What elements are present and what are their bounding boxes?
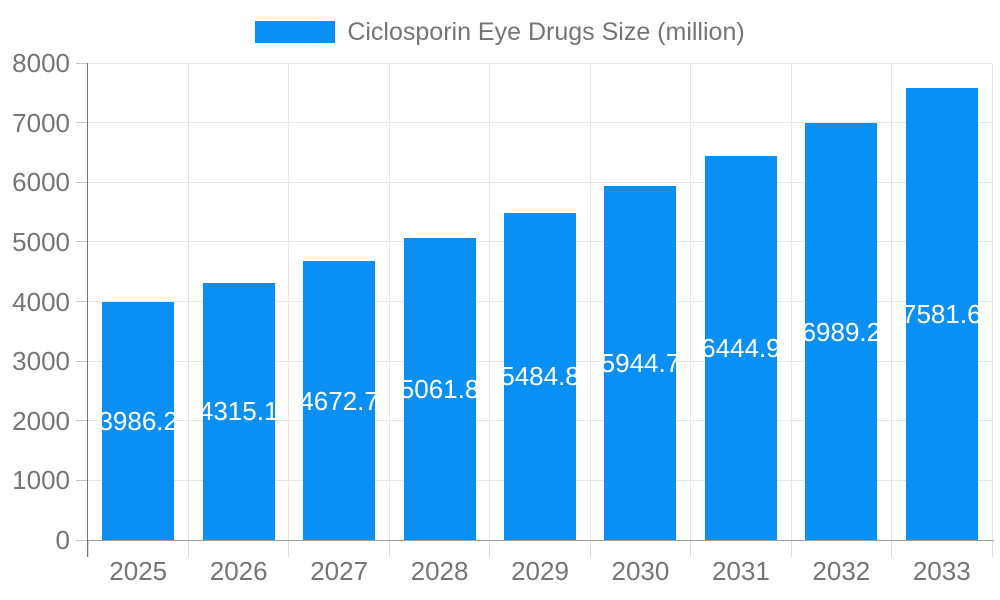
y-tick	[76, 360, 88, 362]
y-tick	[76, 122, 88, 124]
y-tick	[76, 301, 88, 302]
x-tick	[288, 541, 290, 557]
x-axis-label: 2025	[109, 556, 168, 586]
x-tick	[388, 541, 390, 557]
y-axis-label: 0	[55, 525, 70, 555]
gridline-h	[88, 181, 992, 183]
bar-2029[interactable]	[504, 212, 576, 540]
y-tick	[76, 62, 88, 64]
y-axis-label: 2000	[12, 405, 70, 436]
gridline-v	[187, 63, 189, 540]
bar-2032[interactable]	[805, 123, 878, 540]
bar-2025[interactable]	[102, 302, 175, 540]
gridline-h	[88, 62, 992, 64]
y-axis-label: 4000	[12, 286, 70, 317]
y-axis-label: 1000	[12, 465, 70, 496]
y-tick	[76, 420, 88, 422]
bar-2028[interactable]	[403, 238, 476, 540]
x-axis-label: 2028	[410, 556, 469, 586]
y-axis-label: 3000	[12, 346, 70, 377]
bar-value-label: 5061.8	[399, 374, 480, 405]
y-axis-label: 5000	[12, 226, 70, 257]
y-axis-line	[87, 63, 88, 557]
bar-value-label: 7581.6	[902, 298, 982, 329]
bar-value-label: 4315.1	[198, 396, 279, 427]
y-axis-label: 7000	[12, 107, 70, 138]
y-axis-label: 6000	[12, 167, 70, 198]
y-tick	[76, 539, 88, 541]
gridline-h	[88, 122, 992, 124]
x-tick	[489, 541, 491, 557]
x-axis-label: 2032	[812, 556, 871, 586]
gridline-v	[589, 63, 591, 540]
bar-2030[interactable]	[604, 185, 677, 540]
gridline-v	[388, 63, 390, 540]
x-axis-label: 2027	[310, 556, 369, 586]
bar-value-label: 5944.7	[600, 347, 681, 378]
x-axis-label: 2030	[611, 556, 670, 586]
x-tick	[790, 541, 792, 557]
gridline-v	[790, 63, 792, 540]
x-tick	[187, 541, 189, 557]
gridline-v	[489, 63, 491, 540]
x-axis-label: 2029	[511, 556, 569, 586]
gridline-v	[891, 63, 893, 540]
bar-value-label: 6989.2	[801, 316, 882, 347]
x-tick	[891, 541, 893, 557]
bar-2027[interactable]	[303, 261, 376, 540]
x-tick	[690, 541, 692, 557]
y-tick	[76, 181, 88, 183]
y-tick	[76, 479, 88, 481]
bar-2026[interactable]	[202, 282, 275, 540]
bar-2033[interactable]	[905, 87, 978, 540]
legend[interactable]: Ciclosporin Eye Drugs Size (million)	[0, 18, 1000, 46]
legend-label: Ciclosporin Eye Drugs Size (million)	[347, 17, 745, 46]
gridline-v	[991, 63, 993, 540]
x-tick	[991, 541, 993, 557]
gridline-v	[690, 63, 692, 540]
x-tick	[87, 541, 89, 557]
x-tick	[589, 541, 591, 557]
y-axis-label: 8000	[12, 48, 70, 78]
bar-value-label: 4672.7	[299, 385, 379, 416]
bar-value-label: 6444.9	[701, 332, 781, 363]
x-axis-label: 2033	[912, 556, 971, 586]
x-axis-label: 2031	[711, 556, 770, 586]
x-axis-line	[88, 539, 994, 541]
legend-swatch[interactable]	[255, 21, 336, 43]
bar-2031[interactable]	[704, 155, 777, 540]
y-tick	[76, 241, 88, 243]
bar-value-label: 5484.8	[500, 361, 580, 392]
gridline-v	[288, 63, 290, 540]
bar-value-label: 3986.2	[98, 406, 178, 437]
x-axis-label: 2026	[209, 556, 268, 586]
